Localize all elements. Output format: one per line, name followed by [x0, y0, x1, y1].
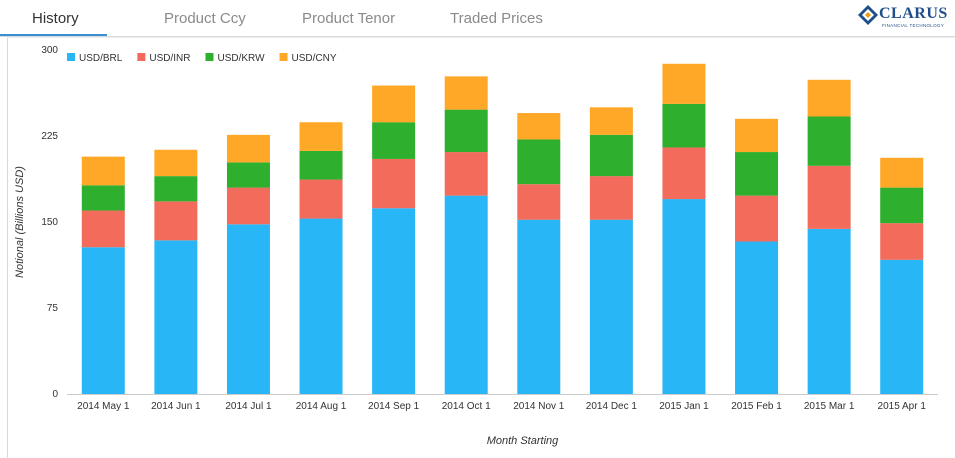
bar-segment[interactable]: [444, 152, 488, 196]
tab-traded-prices[interactable]: Traded Prices: [450, 10, 543, 27]
legend-item[interactable]: USD/KRW: [217, 53, 265, 64]
y-tick-label: 300: [41, 45, 58, 56]
legend-swatch: [67, 53, 75, 61]
logo-name: CLARUS: [879, 5, 948, 22]
bar-segment[interactable]: [372, 85, 416, 123]
x-tick-label: 2015 Feb 1: [731, 401, 782, 412]
bar-segment[interactable]: [517, 139, 561, 185]
chart-panel: 0 75 150 225 300 2014 May 1 2014 Jun 1 2014 Jul…: [7, 37, 955, 458]
bar-segment[interactable]: [372, 122, 416, 159]
bar-segment[interactable]: [372, 158, 416, 209]
tab-product-tenor[interactable]: Product Tenor: [302, 10, 396, 27]
x-tick-label: 2015 Mar 1: [804, 401, 855, 412]
active-tab-indicator: [0, 34, 107, 37]
y-axis-title: Notional (Billions USD): [14, 166, 26, 278]
bar-segment[interactable]: [880, 157, 924, 188]
bar-segment[interactable]: [81, 156, 125, 186]
logo-subtitle: FINANCIAL TECHNOLOGY: [882, 23, 945, 28]
bar-segment[interactable]: [589, 134, 633, 177]
tab-bar-divider: [0, 36, 955, 37]
x-tick-label: 2015 Apr 1: [878, 401, 927, 412]
x-tick-label: 2014 Jul 1: [225, 401, 272, 412]
bar-segment[interactable]: [299, 122, 343, 151]
y-tick-label: 150: [41, 217, 58, 228]
bar-segment[interactable]: [735, 118, 779, 153]
bar-segment[interactable]: [226, 224, 270, 394]
bar-segment[interactable]: [226, 162, 270, 188]
bar-segment[interactable]: [662, 103, 706, 148]
bar-segment[interactable]: [372, 208, 416, 394]
tab-bar: History Product Ccy Product Tenor Traded…: [0, 0, 955, 37]
x-tick-label: 2014 Sep 1: [368, 401, 420, 412]
x-tick-label: 2014 Nov 1: [513, 401, 565, 412]
bar-segment[interactable]: [444, 76, 488, 110]
bar-segment[interactable]: [81, 185, 125, 211]
bar-segment[interactable]: [226, 134, 270, 163]
bar-segment[interactable]: [589, 107, 633, 135]
tab-history[interactable]: History: [32, 10, 79, 27]
bar-segment[interactable]: [154, 240, 198, 394]
bar-segment[interactable]: [807, 228, 851, 394]
bar-segment[interactable]: [299, 179, 343, 219]
y-tick-label: 75: [47, 303, 59, 314]
bar-segment[interactable]: [589, 219, 633, 394]
y-tick-label: 225: [41, 131, 58, 142]
bar-segment[interactable]: [154, 201, 198, 241]
bar-segment[interactable]: [154, 176, 198, 202]
bar-segment[interactable]: [444, 195, 488, 394]
bar-segment[interactable]: [589, 176, 633, 220]
clarus-logo-icon: [858, 5, 878, 25]
bar-segment[interactable]: [81, 210, 125, 248]
x-axis-title: Month Starting: [487, 435, 559, 447]
legend-item[interactable]: USD/BRL: [79, 53, 123, 64]
x-tick-label: 2014 Oct 1: [442, 401, 491, 412]
bar-segment[interactable]: [880, 187, 924, 224]
bar-segment[interactable]: [662, 147, 706, 200]
bar-segment[interactable]: [735, 195, 779, 242]
bar-segment[interactable]: [226, 187, 270, 225]
x-tick-label: 2014 May 1: [77, 401, 130, 412]
legend-swatch: [205, 53, 214, 61]
bar-segment[interactable]: [807, 79, 851, 117]
legend-swatch: [279, 53, 288, 61]
legend-item[interactable]: USD/CNY: [292, 53, 337, 64]
bar-segment[interactable]: [517, 113, 561, 140]
x-tick-label: 2015 Jan 1: [659, 401, 709, 412]
bar-segment[interactable]: [807, 116, 851, 166]
x-tick-label: 2014 Jun 1: [151, 401, 201, 412]
bar-segment[interactable]: [662, 63, 706, 104]
bar-segment[interactable]: [735, 241, 779, 394]
clarus-logo: CLARUS FINANCIAL TECHNOLOGY: [857, 4, 952, 30]
x-tick-label: 2014 Aug 1: [296, 401, 347, 412]
bar-segment[interactable]: [880, 259, 924, 394]
bar-segment[interactable]: [880, 223, 924, 260]
legend-item[interactable]: USD/INR: [149, 53, 190, 64]
bar-segment[interactable]: [444, 109, 488, 153]
bar-segment[interactable]: [517, 184, 561, 220]
bar-segment[interactable]: [299, 150, 343, 180]
tab-product-ccy[interactable]: Product Ccy: [164, 10, 246, 27]
bar-segment[interactable]: [517, 219, 561, 394]
bar-segment[interactable]: [735, 152, 779, 196]
y-tick-label: 0: [52, 389, 58, 400]
legend-swatch: [137, 53, 146, 61]
bar-segment[interactable]: [154, 149, 198, 177]
bar-segment[interactable]: [662, 199, 706, 394]
stacked-bar-chart: 0 75 150 225 300 2014 May 1 2014 Jun 1 2014 Jul…: [14, 45, 938, 447]
bar-segment[interactable]: [81, 247, 125, 394]
x-tick-label: 2014 Dec 1: [586, 401, 638, 412]
bar-segment[interactable]: [299, 218, 343, 394]
bar-segment[interactable]: [807, 165, 851, 229]
